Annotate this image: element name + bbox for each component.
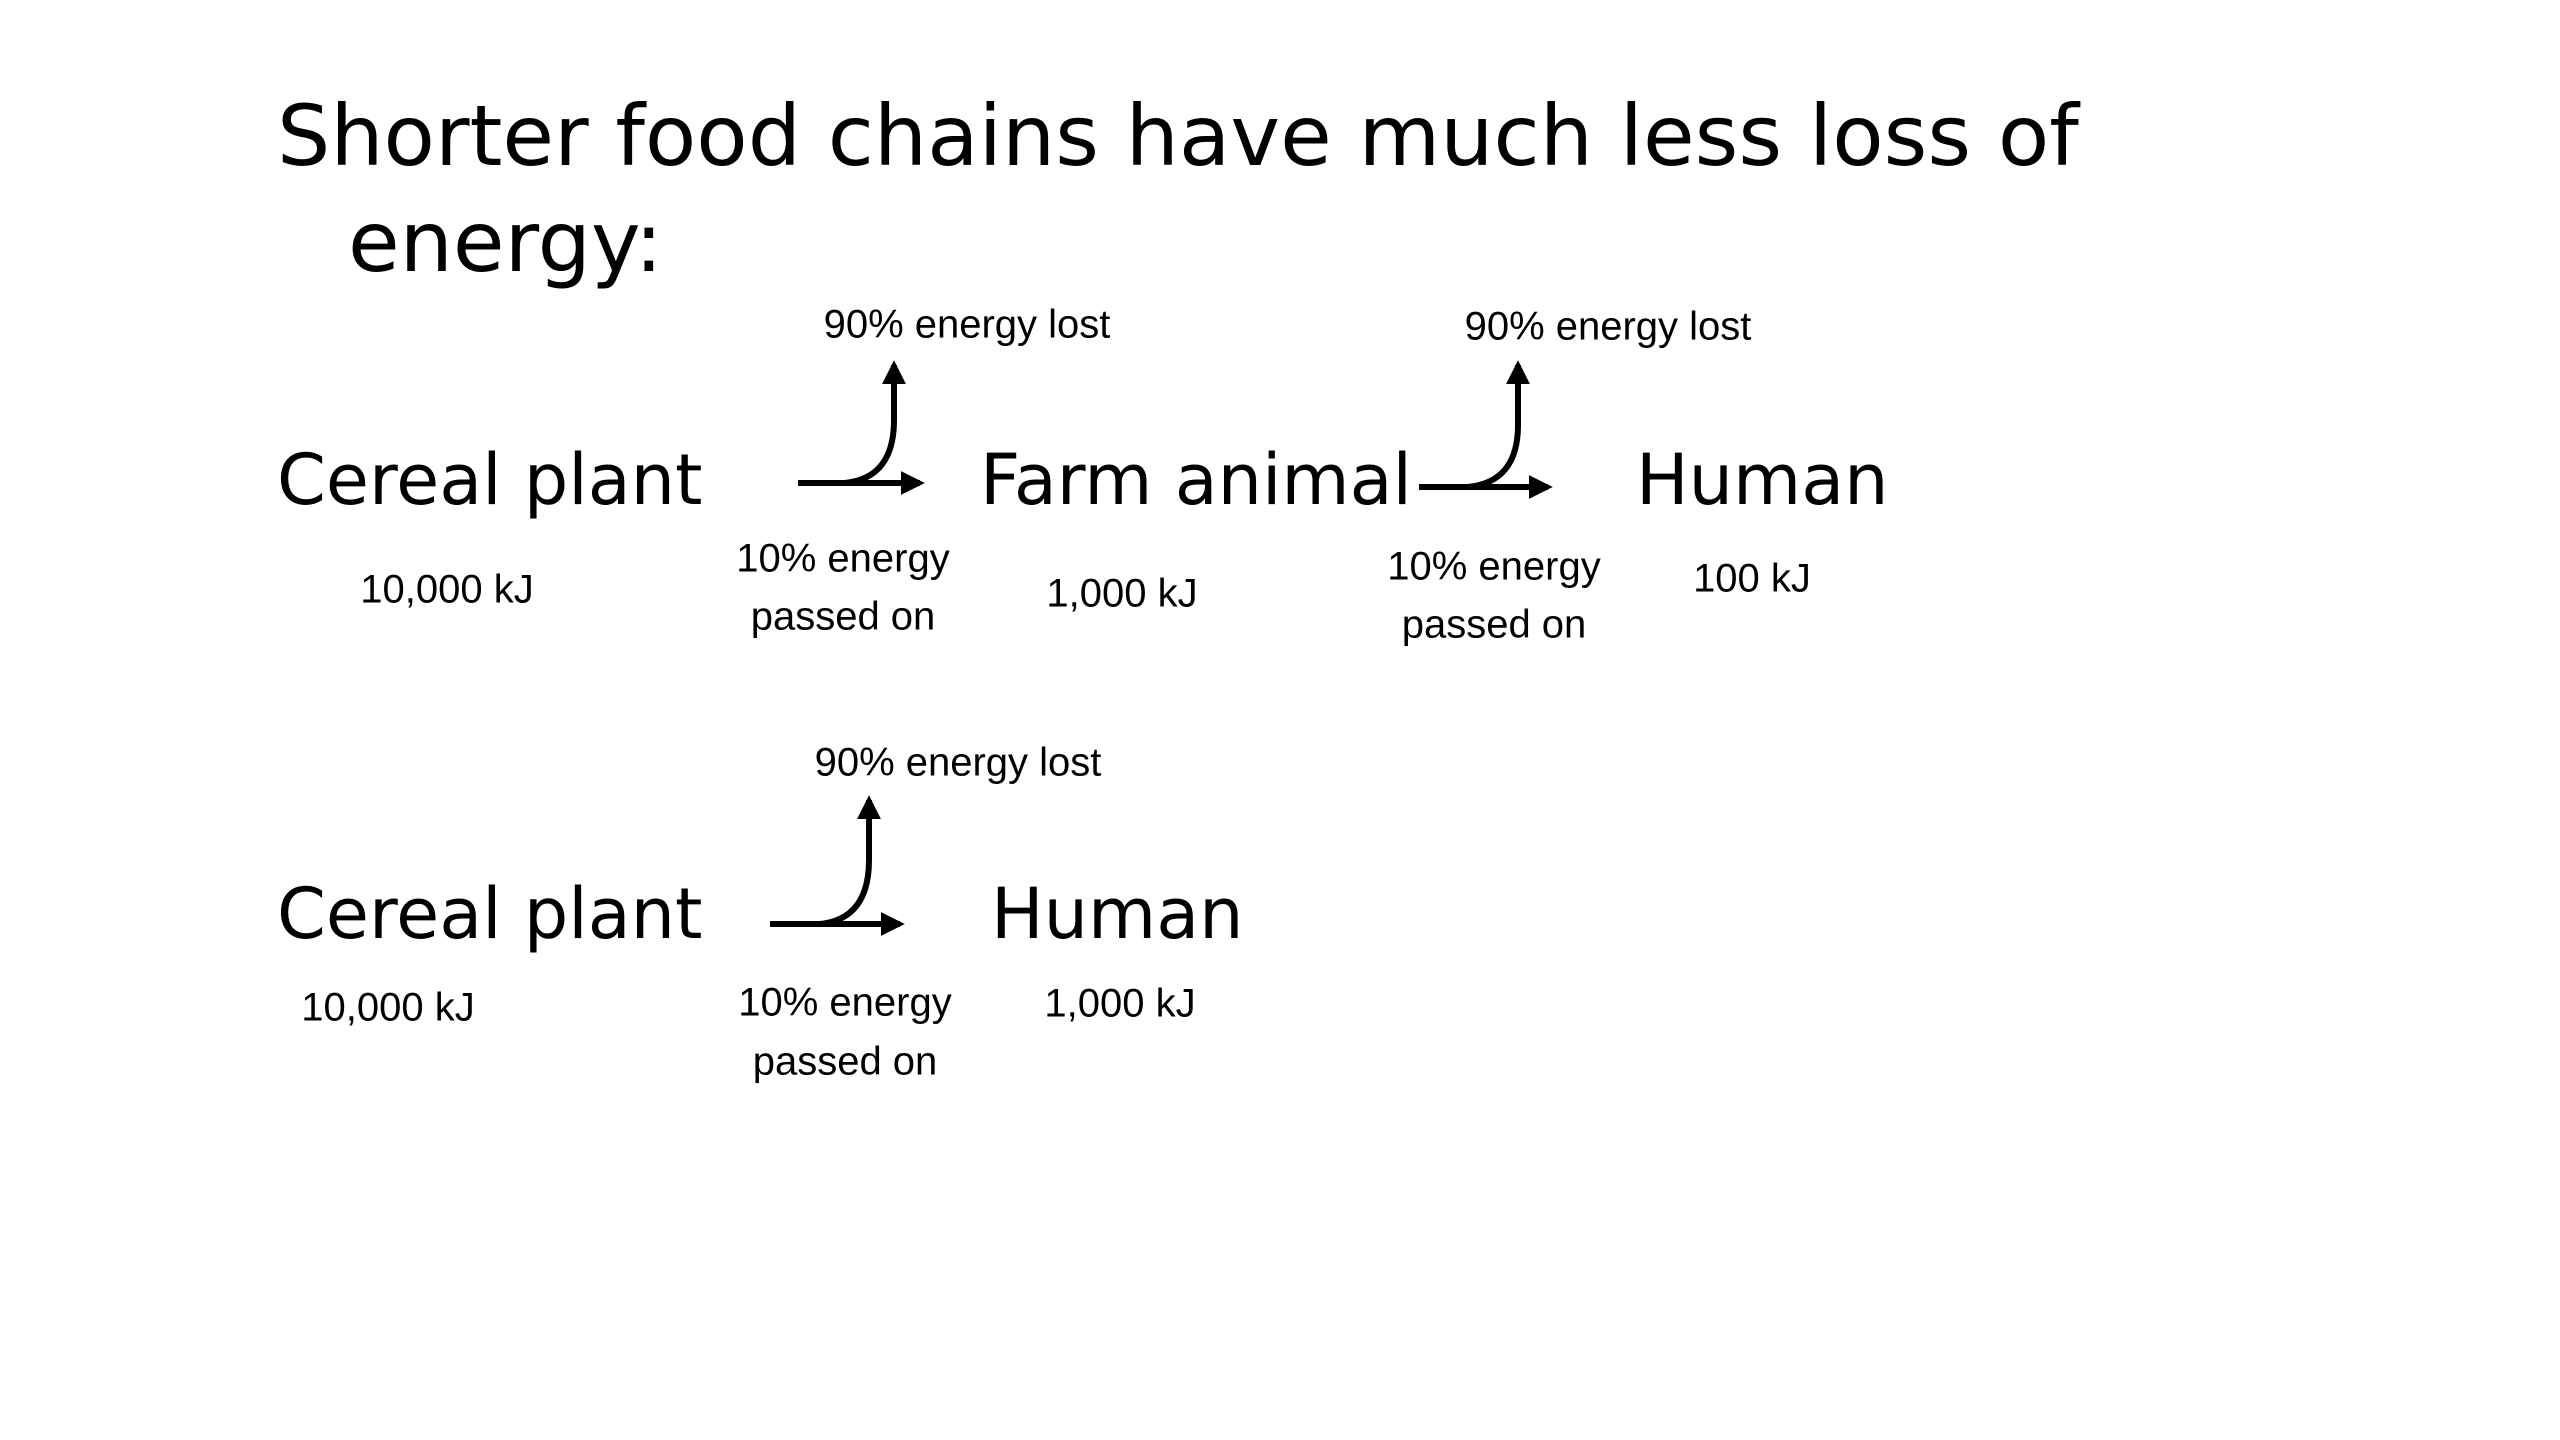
energy-passed: passed on [751,595,936,639]
energy-passed: 10% energy [1387,545,1600,589]
node-energy: 1,000 kJ [1046,572,1197,616]
arrow [819,795,881,927]
node-label: Cereal plant [277,873,702,955]
title-line: Shorter food chains have much less loss … [277,87,2081,185]
energy-lost: 90% energy lost [815,741,1102,785]
arrow [1467,360,1530,490]
node-label: Cereal plant [277,439,702,521]
energy-passed: 10% energy [738,981,951,1025]
node-energy: 1,000 kJ [1044,982,1195,1026]
node-label: Human [1636,439,1888,521]
energy-passed: 10% energy [736,537,949,581]
energy-passed: passed on [1402,603,1587,647]
node-energy: 10,000 kJ [301,986,474,1030]
node-energy: 100 kJ [1693,557,1811,601]
arrow [844,360,906,486]
energy-passed: passed on [753,1040,938,1084]
energy-lost: 90% energy lost [824,303,1111,347]
title-line: energy: [348,193,663,291]
energy-lost: 90% energy lost [1465,305,1752,349]
node-label: Human [991,873,1243,955]
node-label: Farm animal [980,439,1412,521]
node-energy: 10,000 kJ [360,568,533,612]
